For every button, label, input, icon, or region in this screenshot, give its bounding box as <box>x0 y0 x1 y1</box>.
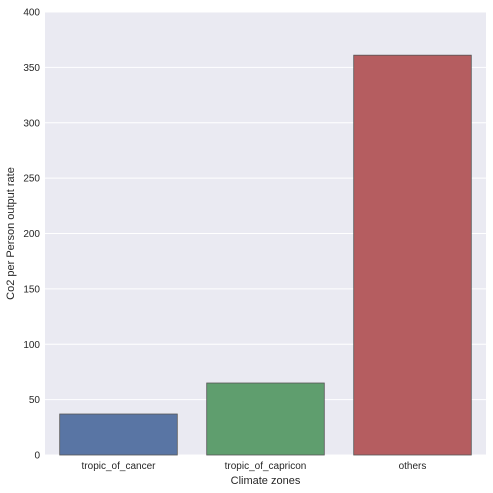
y-tick-label: 400 <box>23 8 40 19</box>
x-tick-label: tropic_of_capricon <box>225 461 307 472</box>
y-tick-label: 50 <box>29 395 41 406</box>
bar-others <box>353 54 472 456</box>
bars <box>59 54 472 456</box>
x-tick-label: tropic_of_cancer <box>82 461 157 472</box>
x-axis-ticks: tropic_of_cancer tropic_of_capricon others <box>82 461 427 472</box>
x-axis-label: Climate zones <box>231 475 301 487</box>
x-tick-label: others <box>399 461 427 472</box>
y-tick-label: 150 <box>23 284 40 295</box>
bar-tropic-of-cancer <box>59 413 178 456</box>
bar-tropic-of-capricon <box>206 382 325 456</box>
y-axis-label: Co2 per Person output rate <box>5 167 17 300</box>
y-tick-label: 200 <box>23 229 40 240</box>
y-tick-label: 100 <box>23 340 40 351</box>
y-tick-label: 250 <box>23 174 40 185</box>
y-axis-ticks: 0 50 100 150 200 250 300 350 400 <box>23 8 40 462</box>
y-tick-label: 350 <box>23 63 40 74</box>
y-tick-label: 300 <box>23 118 40 129</box>
y-tick-label: 0 <box>34 451 40 462</box>
